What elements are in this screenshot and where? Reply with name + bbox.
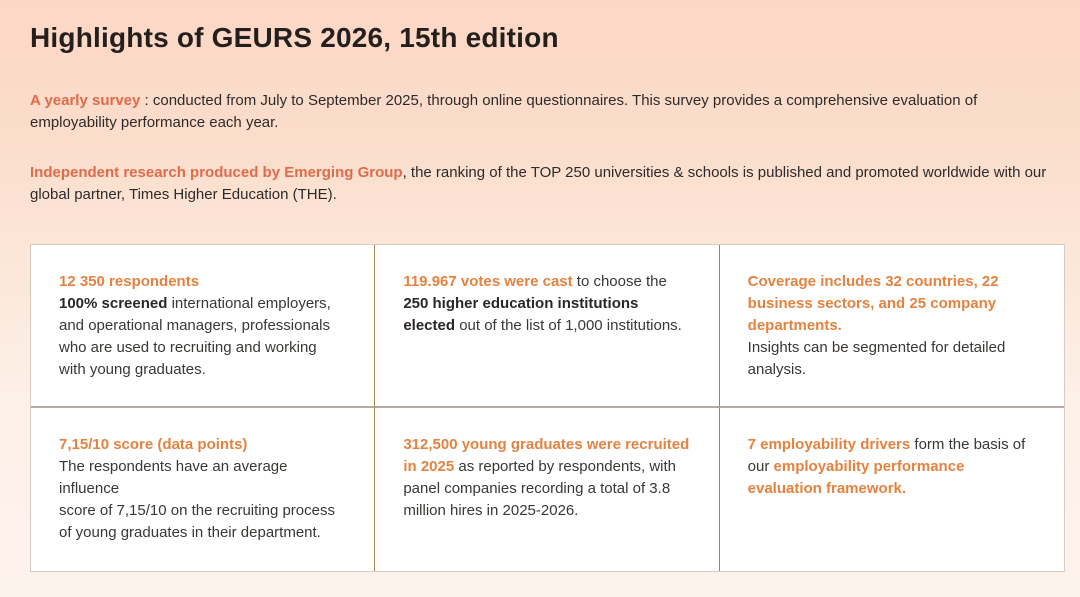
survey-rest-text: : conducted from July to September 2025,…: [30, 92, 978, 131]
stat-cell-respondents: 12 350 respondents 100% screened internat…: [31, 245, 376, 408]
votes-rest-text: out of the list of 1,000 institutions.: [455, 317, 682, 334]
intro-section: A yearly survey : conducted from July to…: [30, 90, 1065, 206]
respondents-body-rest: international employers, and operational…: [59, 295, 331, 378]
score-body-line2: score of 7,15/10 on the recruiting proce…: [59, 502, 335, 541]
highlights-page: Highlights of GEURS 2026, 15th edition A…: [30, 22, 1065, 572]
respondents-body-bold: 100% screened: [59, 295, 168, 312]
page-title: Highlights of GEURS 2026, 15th edition: [30, 22, 559, 53]
coverage-heading: Coverage includes 32 countries, 22 busin…: [747, 273, 999, 334]
stat-cell-coverage: Coverage includes 32 countries, 22 busin…: [719, 245, 1064, 408]
drivers-accent2-text: employability performance evaluation fra…: [747, 458, 965, 497]
research-lead-text: Independent research produced by Emergin…: [30, 164, 403, 181]
score-body-line1: The respondents have an average influenc…: [59, 458, 288, 497]
stat-cell-score: 7,15/10 score (data points) The responden…: [31, 408, 376, 571]
votes-accent-text: 119.967 votes were cast: [403, 273, 573, 290]
intro-paragraph-research: Independent research produced by Emergin…: [30, 162, 1065, 206]
stat-cell-votes: 119.967 votes were cast to choose the 25…: [375, 245, 720, 408]
research-rest-text: , the ranking of the TOP 250 universitie…: [30, 164, 1047, 203]
score-heading: 7,15/10 score (data points): [59, 436, 248, 453]
coverage-body-text: Insights can be segmented for detailed a…: [747, 339, 1006, 378]
stat-cell-recruited: 312,500 young graduates were recruited i…: [375, 408, 720, 571]
drivers-mid-text: form the basis of our: [747, 436, 1026, 475]
votes-mid-text: to choose the: [572, 273, 667, 290]
intro-paragraph-survey: A yearly survey : conducted from July to…: [30, 90, 1065, 134]
drivers-accent-text: 7 employability drivers: [747, 436, 911, 453]
stats-grid-panel: 12 350 respondents 100% screened internat…: [30, 244, 1065, 572]
survey-lead-text: A yearly survey: [30, 92, 141, 109]
recruited-accent-text: 312,500 young graduates were recruited i…: [403, 436, 690, 475]
recruited-rest-text: as reported by respondents, with panel c…: [403, 458, 676, 519]
votes-bold-text: 250 higher education institutions electe…: [403, 295, 639, 334]
respondents-heading: 12 350 respondents: [59, 273, 200, 290]
stat-cell-drivers: 7 employability drivers form the basis o…: [720, 408, 1064, 571]
